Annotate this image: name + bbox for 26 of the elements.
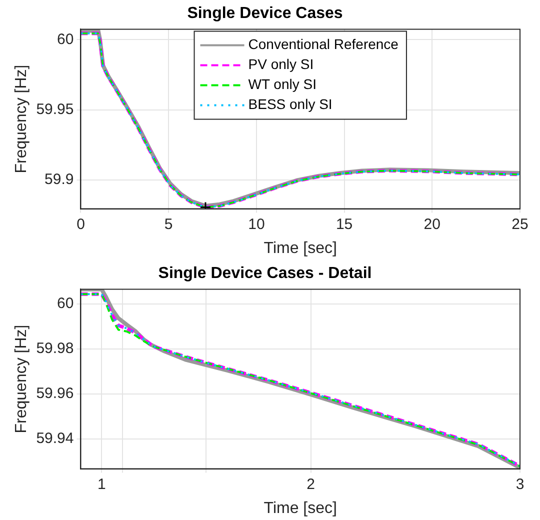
legend-label: WT only SI (248, 76, 316, 92)
x-tick-label: 20 (424, 216, 440, 233)
y-tick-label: 59.9 (44, 171, 74, 188)
y-tick-label: 59.98 (36, 340, 74, 357)
x-tick-label: 2 (306, 476, 315, 493)
x-tick-label: 5 (164, 216, 173, 233)
x-tick-label: 25 (512, 216, 528, 233)
x-axis-title: Time [sec] (264, 240, 337, 257)
y-axis-title: Frequency [Hz] (13, 324, 30, 434)
y-tick-label: 59.96 (36, 384, 74, 402)
x-tick-label: 3 (516, 476, 524, 493)
y-tick-label: 60 (57, 30, 74, 48)
x-tick-label: 10 (248, 216, 265, 233)
y-tick-label: 60 (57, 294, 74, 312)
legend-label: BESS only SI (248, 96, 332, 112)
x-tick-label: 0 (76, 216, 85, 233)
y-axis-title: Frequency [Hz] (13, 64, 30, 174)
legend-label: Conventional Reference (248, 36, 399, 52)
y-tick-label: 59.94 (36, 430, 74, 448)
legend-label: PV only SI (248, 56, 314, 72)
chart-title: Single Device Cases - Detail (158, 265, 372, 282)
x-axis-title: Time [sec] (264, 500, 337, 517)
x-tick-label: 15 (336, 216, 353, 233)
chart-title: Single Device Cases (187, 5, 343, 22)
x-tick-label: 1 (97, 476, 106, 493)
y-tick-label: 59.95 (36, 101, 74, 118)
